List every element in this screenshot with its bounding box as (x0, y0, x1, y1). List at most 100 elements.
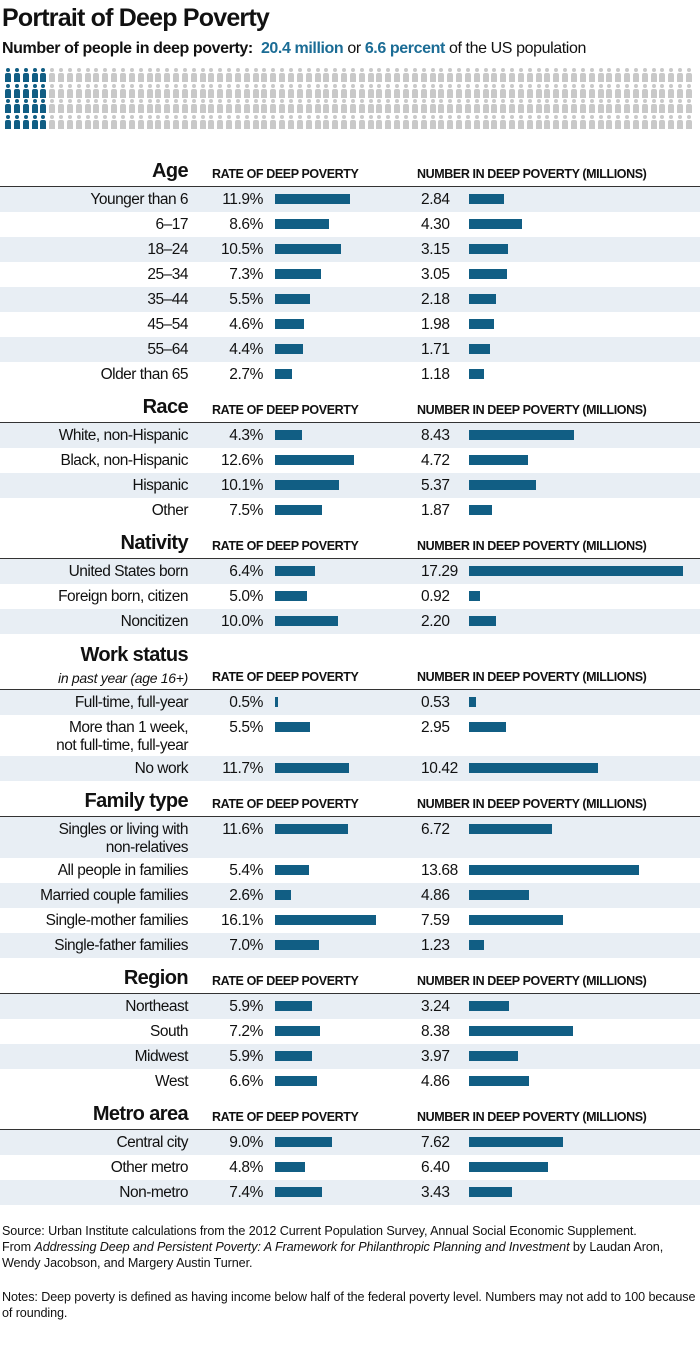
number-bar (469, 591, 481, 601)
number-value: 3.43 (421, 1184, 450, 1201)
person-icon (119, 114, 128, 130)
person-icon (667, 83, 676, 99)
person-icon (561, 68, 570, 83)
summary-label: Number of people in deep poverty: (2, 40, 253, 57)
rate-value: 2.6% (229, 887, 263, 904)
section-title: Family type (84, 790, 189, 812)
number-value: 1.98 (421, 316, 450, 333)
row-label: Other (151, 502, 189, 520)
person-icon (473, 83, 482, 99)
rate-column-header: RATE OF DEEP POVERTY (212, 974, 359, 988)
person-icon (163, 83, 172, 99)
person-icon (561, 99, 570, 114)
person-icon (4, 68, 13, 83)
person-icon (429, 99, 438, 114)
person-icon (535, 68, 544, 83)
row-label: Single-father families (54, 937, 188, 955)
person-icon (322, 99, 331, 114)
icon-row (4, 83, 696, 100)
person-icon (260, 99, 269, 114)
rate-bar (275, 763, 349, 773)
row-label-line: 18–24 (147, 241, 188, 258)
person-icon (92, 83, 101, 99)
person-icon (287, 114, 296, 130)
number-bar (469, 697, 476, 707)
rate-bar (275, 591, 307, 601)
person-icon (66, 83, 75, 99)
number-bar (469, 566, 684, 576)
row-label-line: 6–17 (155, 216, 189, 233)
number-value: 1.23 (421, 937, 450, 954)
number-bar (469, 763, 599, 773)
person-icon (84, 68, 93, 83)
person-icon (181, 68, 190, 83)
number-bar (469, 455, 528, 465)
person-icon (641, 114, 650, 130)
number-value: 4.86 (421, 887, 450, 904)
person-icon (314, 114, 323, 130)
table-row: Single-mother families 16.1% 7.59 (0, 908, 700, 933)
person-icon (658, 114, 667, 130)
rate-column-header: RATE OF DEEP POVERTY (212, 539, 359, 553)
rate-bar (275, 890, 292, 900)
person-icon (632, 99, 641, 114)
number-value: 8.43 (421, 427, 450, 444)
row-label-line: All people in families (57, 862, 189, 879)
number-bar (469, 722, 506, 732)
person-icon (260, 83, 269, 99)
person-icon (31, 99, 40, 114)
person-icon (358, 83, 367, 99)
section-subtitle: in past year (age 16+) (58, 670, 188, 686)
number-bar (469, 505, 493, 515)
icon-row (4, 99, 696, 115)
person-icon (75, 83, 84, 99)
number-value: 8.38 (421, 1023, 450, 1040)
icon-row (4, 114, 696, 131)
person-icon (614, 68, 623, 83)
person-icon (66, 68, 75, 83)
person-icon (234, 114, 243, 130)
person-icon (508, 99, 517, 114)
person-icon (437, 114, 446, 130)
person-icon (216, 68, 225, 83)
person-icon (641, 83, 650, 99)
row-label: Single-mother families (46, 912, 189, 930)
person-icon (552, 83, 561, 99)
person-icon (31, 114, 40, 130)
person-icon (146, 68, 155, 83)
summary-millions: 20.4 million (260, 40, 344, 57)
section-title: Nativity (120, 532, 189, 554)
from-suffix: by Laudan Aron, Wendy Jacobson, and Marg… (2, 1240, 664, 1270)
person-icon (446, 99, 455, 114)
summary-or: or (347, 40, 361, 57)
number-value: 3.97 (421, 1048, 450, 1065)
section-header: Metro area RATE OF DEEP POVERTY NUMBER IN … (0, 1103, 700, 1130)
table-row: Older than 65 2.7% 1.18 (0, 362, 700, 387)
person-icon (48, 114, 57, 130)
person-icon (685, 68, 694, 83)
person-icon (464, 99, 473, 114)
rate-value: 2.7% (229, 366, 263, 383)
person-icon (367, 83, 376, 99)
rate-value: 5.5% (229, 291, 263, 308)
person-icon (420, 114, 429, 130)
person-icon (384, 99, 393, 114)
person-icon (234, 99, 243, 114)
person-icon (455, 99, 464, 114)
row-label-line: Other (151, 502, 189, 519)
table-row: Non-metro 7.4% 3.43 (0, 1180, 700, 1205)
rate-value: 4.8% (229, 1159, 263, 1176)
person-icon (331, 99, 340, 114)
person-icon (39, 99, 48, 114)
person-icon (296, 68, 305, 83)
number-value: 4.86 (421, 1073, 450, 1090)
rate-column-header: RATE OF DEEP POVERTY (212, 797, 359, 811)
person-icon (685, 83, 694, 99)
person-icon (287, 68, 296, 83)
person-icon (243, 83, 252, 99)
person-icon (154, 68, 163, 83)
person-icon (101, 83, 110, 99)
person-icon (437, 99, 446, 114)
table-row: Singles or living with non-relatives 11.6%… (0, 817, 700, 858)
person-icon (676, 114, 685, 130)
